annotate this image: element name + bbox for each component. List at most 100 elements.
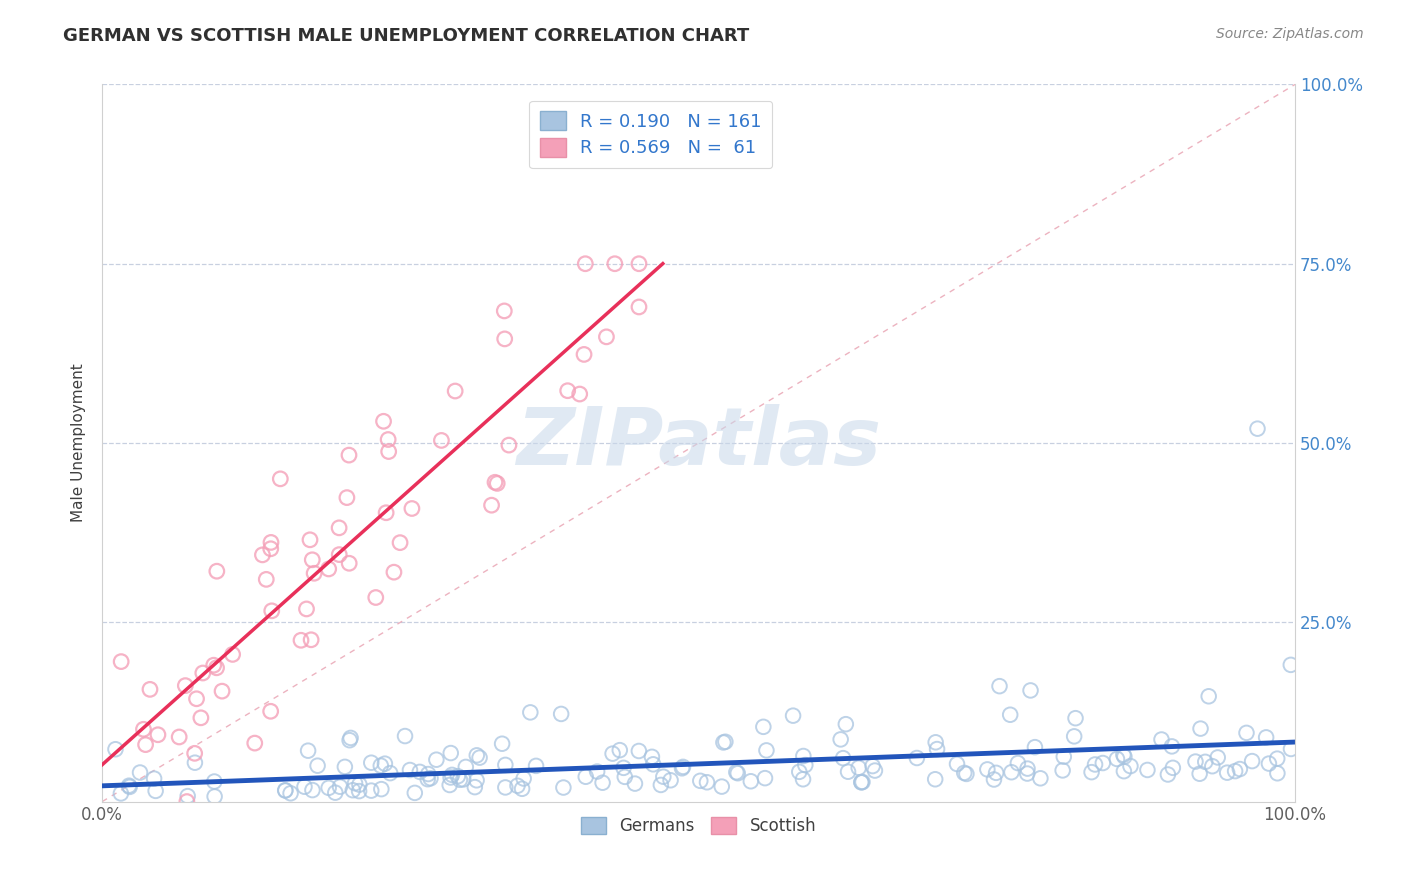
Point [364, 591, 387, 605]
Point [1150, 732, 1173, 747]
Point [190, 711, 212, 725]
Text: ZIPatlas: ZIPatlas [516, 404, 882, 482]
Point [1091, 756, 1114, 770]
Point [295, 602, 318, 616]
Point [924, 735, 946, 749]
Point [380, 766, 402, 780]
Point [145, 784, 167, 798]
Point [205, 564, 228, 578]
Point [418, 767, 440, 781]
Point [298, 533, 321, 547]
Point [370, 782, 392, 797]
Point [347, 784, 370, 798]
Point [132, 723, 155, 737]
Point [574, 257, 596, 271]
Point [568, 387, 591, 401]
Point [468, 750, 491, 764]
Point [401, 501, 423, 516]
Point [318, 780, 340, 795]
Point [1206, 750, 1229, 764]
Point [118, 779, 141, 793]
Point [1119, 759, 1142, 773]
Point [725, 765, 748, 780]
Point [848, 761, 870, 775]
Point [835, 717, 858, 731]
Point [1241, 754, 1264, 768]
Point [1136, 763, 1159, 777]
Point [394, 729, 416, 743]
Point [1236, 726, 1258, 740]
Point [333, 760, 356, 774]
Point [643, 757, 665, 772]
Point [342, 783, 364, 797]
Point [905, 751, 928, 765]
Point [274, 783, 297, 797]
Point [337, 556, 360, 570]
Point [519, 706, 541, 720]
Point [297, 744, 319, 758]
Point [494, 304, 516, 318]
Point [976, 763, 998, 777]
Point [269, 472, 291, 486]
Point [851, 775, 873, 789]
Point [360, 783, 382, 797]
Point [454, 760, 477, 774]
Point [110, 655, 132, 669]
Point [205, 661, 228, 675]
Point [1017, 766, 1039, 780]
Point [260, 535, 283, 549]
Point [439, 771, 461, 785]
Point [1216, 765, 1239, 780]
Point [575, 770, 598, 784]
Point [740, 774, 762, 789]
Point [211, 684, 233, 698]
Point [409, 764, 432, 779]
Point [494, 332, 516, 346]
Legend: Germans, Scottish: Germans, Scottish [572, 809, 824, 844]
Point [510, 781, 533, 796]
Point [439, 778, 461, 792]
Point [404, 786, 426, 800]
Point [139, 682, 162, 697]
Point [955, 767, 977, 781]
Point [129, 765, 152, 780]
Point [360, 756, 382, 770]
Point [1189, 722, 1212, 736]
Point [998, 707, 1021, 722]
Point [650, 778, 672, 792]
Point [792, 772, 814, 787]
Point [832, 751, 855, 765]
Point [339, 733, 361, 747]
Point [486, 476, 509, 491]
Point [988, 679, 1011, 693]
Point [329, 780, 352, 794]
Point [1184, 755, 1206, 769]
Point [782, 708, 804, 723]
Point [202, 658, 225, 673]
Point [336, 491, 359, 505]
Point [672, 760, 695, 774]
Point [550, 706, 572, 721]
Point [465, 773, 488, 788]
Point [491, 737, 513, 751]
Point [592, 775, 614, 789]
Point [294, 780, 316, 794]
Point [727, 766, 749, 780]
Point [787, 764, 810, 779]
Point [375, 506, 398, 520]
Point [498, 438, 520, 452]
Point [374, 756, 396, 771]
Point [1279, 742, 1302, 756]
Point [494, 757, 516, 772]
Point [627, 300, 650, 314]
Text: Source: ZipAtlas.com: Source: ZipAtlas.com [1216, 27, 1364, 41]
Point [425, 753, 447, 767]
Point [339, 731, 361, 745]
Point [1256, 731, 1278, 745]
Point [307, 758, 329, 772]
Point [260, 604, 283, 618]
Point [553, 780, 575, 795]
Point [243, 736, 266, 750]
Point [441, 768, 464, 782]
Point [714, 735, 737, 749]
